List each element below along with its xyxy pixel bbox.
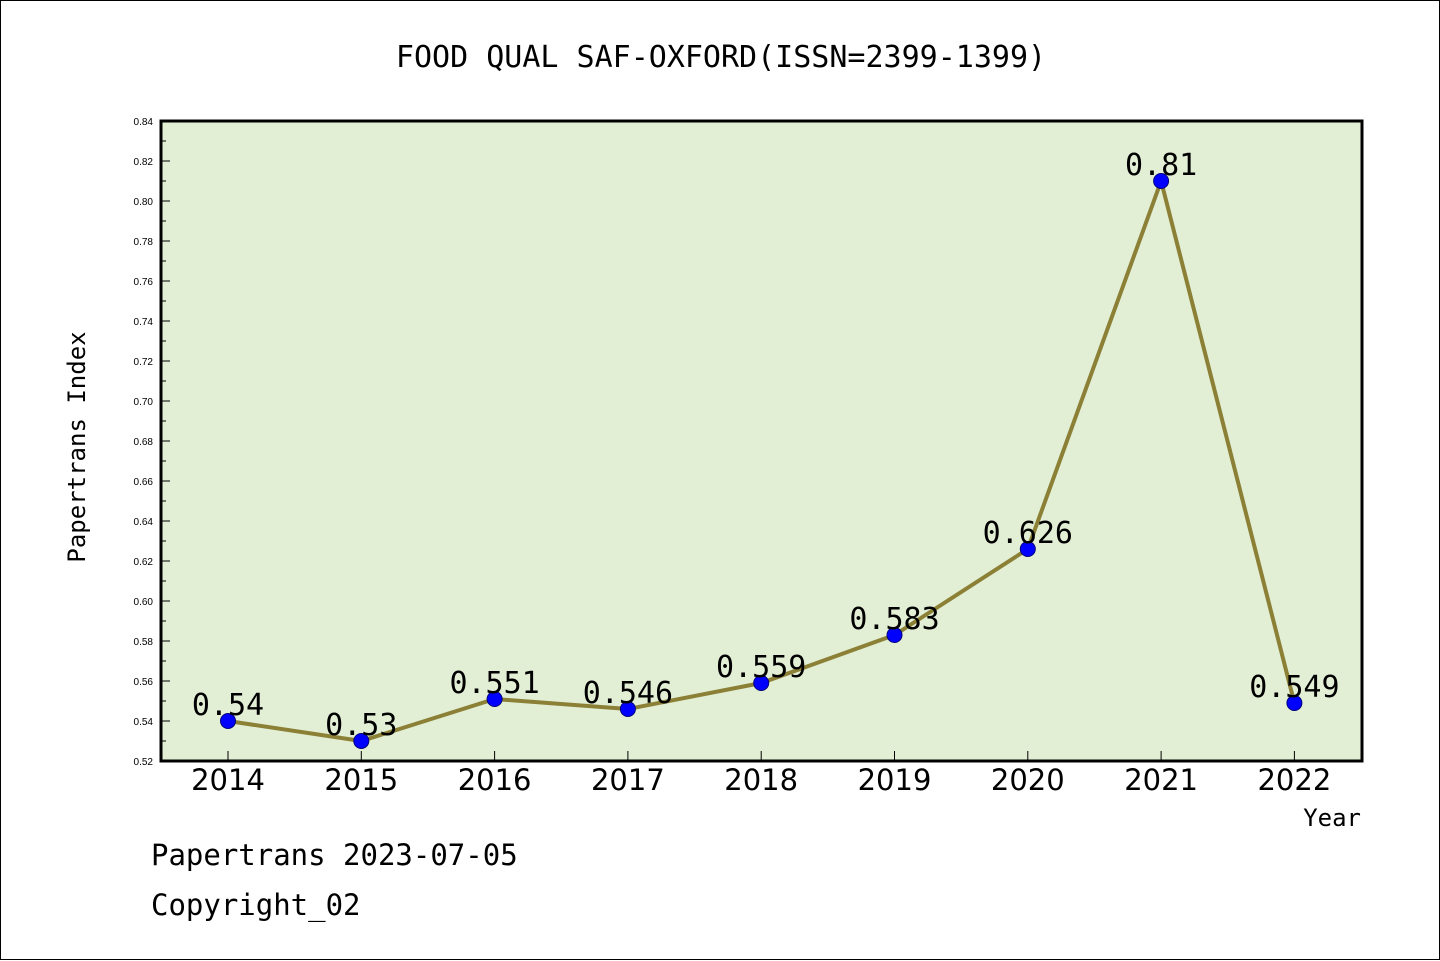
- x-tick-label: 2021: [1124, 763, 1198, 797]
- data-label: 0.551: [449, 666, 539, 701]
- data-label: 0.559: [716, 650, 806, 685]
- y-tick-label: 0.70: [134, 397, 154, 408]
- y-tick-label: 0.60: [134, 597, 154, 608]
- chart-title: FOOD QUAL SAF-OXFORD(ISSN=2399-1399): [396, 40, 1046, 75]
- x-axis: 2014 2015 2016 2017 2018 2019 2020 2021 2022: [191, 751, 1331, 797]
- data-label: 0.549: [1249, 670, 1339, 705]
- plot-area: [159, 119, 1364, 763]
- data-point: [1019, 541, 1036, 557]
- x-tick-label: 2016: [458, 763, 532, 797]
- x-tick-label: 2014: [191, 763, 265, 797]
- footer-copyright: Copyright_02: [151, 888, 361, 923]
- y-tick-label: 0.56: [134, 677, 154, 688]
- y-axis: 0.52 0.54 0.56 0.58 0.60 0.62 0.64 0.66 0.68 0.70…: [134, 117, 170, 768]
- y-tick-label: 0.74: [134, 317, 154, 328]
- y-tick-label: 0.66: [134, 477, 154, 488]
- x-axis-label: Year: [1303, 804, 1361, 832]
- data-point: [753, 675, 770, 691]
- data-label: 0.54: [192, 688, 264, 723]
- data-point: [619, 701, 636, 717]
- x-tick-label: 2022: [1257, 763, 1331, 797]
- y-tick-label: 0.62: [134, 557, 154, 568]
- y-tick-label: 0.78: [134, 237, 154, 248]
- data-point: [1286, 695, 1303, 711]
- x-tick-label: 2018: [724, 763, 798, 797]
- y-tick-label: 0.68: [134, 437, 154, 448]
- y-tick-label: 0.64: [134, 517, 154, 528]
- y-tick-label: 0.80: [134, 197, 154, 208]
- series-layer: [220, 173, 1303, 749]
- data-point: [486, 691, 503, 707]
- x-tick-label: 2015: [324, 763, 398, 797]
- data-label: 0.626: [983, 516, 1073, 551]
- data-label-layer: 0.54 0.53 0.551 0.546 0.559 0.583 0.626 0.81 0.5…: [192, 148, 1340, 743]
- x-tick-label: 2019: [858, 763, 932, 797]
- y-tick-label: 0.82: [134, 157, 154, 168]
- data-point: [886, 627, 903, 643]
- y-tick-label: 0.52: [134, 757, 154, 768]
- footer-date: Papertrans 2023-07-05: [151, 838, 518, 872]
- y-axis-label: Papertrans Index: [63, 331, 91, 562]
- data-point: [1153, 173, 1170, 189]
- x-tick-label: 2017: [591, 763, 665, 797]
- data-point: [220, 713, 236, 729]
- data-point: [353, 733, 370, 749]
- y-tick-label: 0.84: [134, 117, 154, 128]
- data-label: 0.53: [325, 708, 397, 743]
- y-tick-label: 0.58: [134, 637, 154, 648]
- data-label: 0.81: [1125, 148, 1197, 183]
- y-tick-label: 0.54: [134, 717, 154, 728]
- data-label: 0.546: [583, 676, 673, 711]
- y-tick-label: 0.76: [134, 277, 154, 288]
- y-tick-label: 0.72: [134, 357, 154, 368]
- x-tick-label: 2020: [991, 763, 1065, 797]
- data-label: 0.583: [849, 602, 939, 637]
